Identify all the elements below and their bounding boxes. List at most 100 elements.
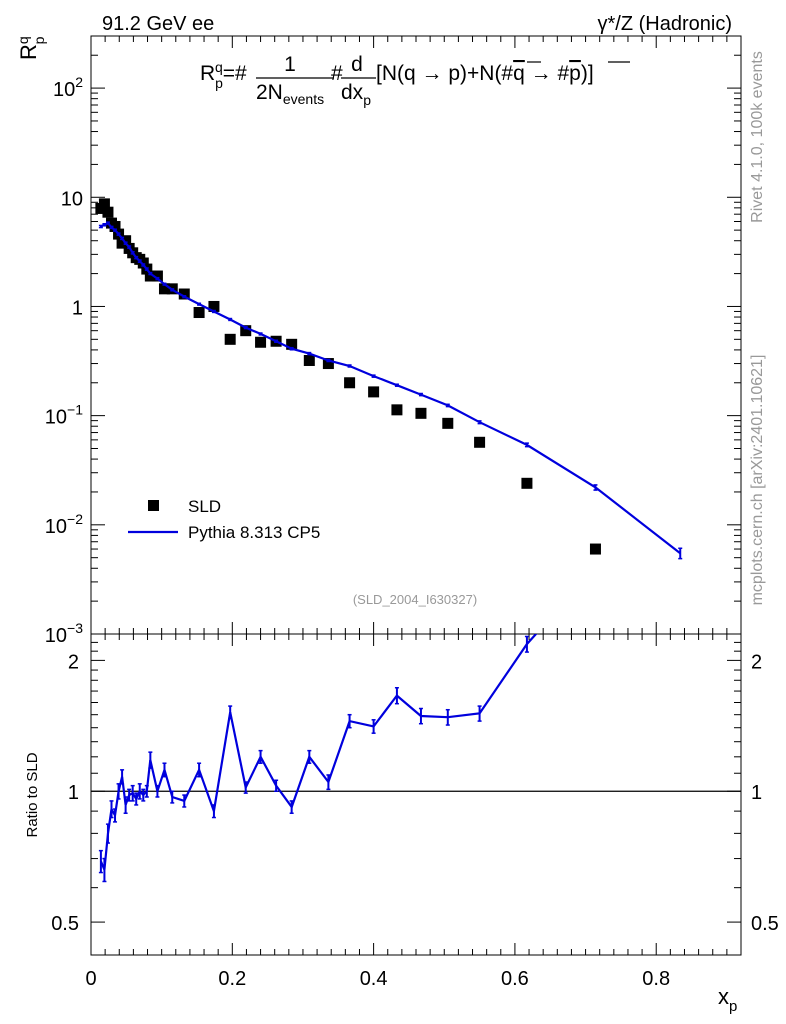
sld-point [109,220,121,232]
ratio-errorbar [211,804,216,819]
title-hash: # [331,62,343,85]
pythia-errorbar [162,282,167,286]
pythia-errorbar [243,325,248,330]
ratio-errorbar [98,849,103,874]
x-tick-label: 0.2 [218,968,246,990]
ratio-errorbar [445,708,450,726]
sld-point [474,436,486,448]
pythia-errorbar [593,484,598,491]
sld-point [322,358,334,370]
ratio-y-tick-label: 0.5 [51,913,79,935]
ratio-errorbar [170,790,175,804]
legend: SLD Pythia 8.313 CP5 [128,497,320,542]
main-y-tick-label: 10 [61,188,83,210]
ratio-errorbar [137,783,142,800]
ratio-errorbar [258,749,263,764]
pythia-errorbar [228,317,233,322]
ratio-errorbar [371,719,376,734]
sld-point [415,407,427,419]
main-ylabel-text: Rqp [15,36,47,60]
title-rp: Rpq=# [200,59,247,91]
sld-point [193,307,205,319]
ratio-errorbar [141,788,146,802]
pythia-errorbar [371,374,376,378]
pythia-errorbar [141,263,146,267]
main-title-formula: Rpq=# 1 2Nevents # d dxp [N(q → p)+N(#q … [200,53,630,108]
ratio-errorbar [148,751,153,769]
x-tick-label: 0.8 [642,968,670,990]
pythia-errorbar [524,442,529,448]
x-tick-label: 0.4 [360,968,388,990]
ratio-errorbar [394,687,399,705]
legend-label-pythia: Pythia 8.313 CP5 [188,523,320,542]
pythia-errorbar [127,245,132,249]
pythia-errorbar [120,236,125,241]
ratio-errorbar [524,635,529,653]
header-left: 91.2 GeV ee [102,13,214,35]
pythia-errorbar [307,351,312,356]
sld-point [151,270,163,282]
sld-point [102,206,114,218]
sld-point [137,257,149,269]
ratio-errorbar [144,784,149,798]
ratio-y-tick-label: 2 [68,651,79,673]
main-y-tick-label: 1 [72,297,83,319]
pythia-errorbar [445,403,450,408]
pythia-errorbar [258,332,263,336]
sld-point [521,477,533,489]
pythia-errorbar [347,364,352,368]
sld-point [144,270,156,282]
ratio-errorbar [274,779,279,792]
pythia-errorbar [134,255,139,260]
pythia-errorbar [170,288,175,292]
ratio-errorbar [243,781,248,794]
sld-point [240,325,252,337]
pythia-errorbar [105,221,110,225]
ratio-errorbar [127,788,132,802]
main-panel: 10−3 10−2 10−1 1 10 102 [45,35,742,647]
sld-point [442,417,454,429]
sld-point [255,336,267,348]
header-right: γ*/Z (Hadronic) [598,13,732,35]
ratio-errorbar [326,774,331,791]
sld-point [120,235,132,247]
legend-entry-pythia: Pythia 8.313 CP5 [128,523,320,542]
ratio-line [99,634,538,871]
mcplots-label: mcplots.cern.ch [arXiv:2401.10621] [749,355,766,606]
ratio-errorbar [130,784,135,802]
x-axis-label: xp [718,984,737,1015]
ratio-errorbar [197,762,202,778]
ratio-y-tick-label-right: 0.5 [751,913,779,935]
ratio-errorbar [123,796,128,814]
pythia-errorbar [102,223,107,227]
pythia-errorbar [113,228,118,232]
ratio-errorbar [102,857,107,883]
pythia-errorbar [98,224,103,229]
pythia-errorbar [477,420,482,425]
x-tick-label: 0 [85,968,96,990]
pythia-errorbar [197,302,202,306]
pythia-errorbar [144,267,149,271]
main-y-tick-label: 102 [53,74,83,101]
ratio-panel: 0 0.2 0.4 0.6 0.8 0.5 0.5 1 1 2 2 [51,633,779,990]
main-y-tick-label: 10−1 [45,402,83,429]
ratio-errorbar [134,792,139,806]
sld-point [589,543,601,555]
title-frac2-num: d [351,53,363,76]
pythia-errorbar [123,241,128,245]
x-tick-label: 0.6 [501,968,529,990]
pythia-errorbar [211,309,216,314]
ratio-errorbar [182,794,187,808]
pythia-errorbar [155,276,160,281]
pythia-errorbar [182,294,187,299]
ratio-errorbar [113,808,118,823]
legend-label-sld: SLD [188,497,221,516]
sld-point [286,338,298,350]
rivet-label: Rivet 4.1.0, 100k events [749,51,766,223]
sld-point [303,354,315,366]
sld-point [344,377,356,389]
pythia-errorbar [148,271,153,276]
ratio-errorbar [477,705,482,722]
pythia-errorbar [274,339,279,344]
